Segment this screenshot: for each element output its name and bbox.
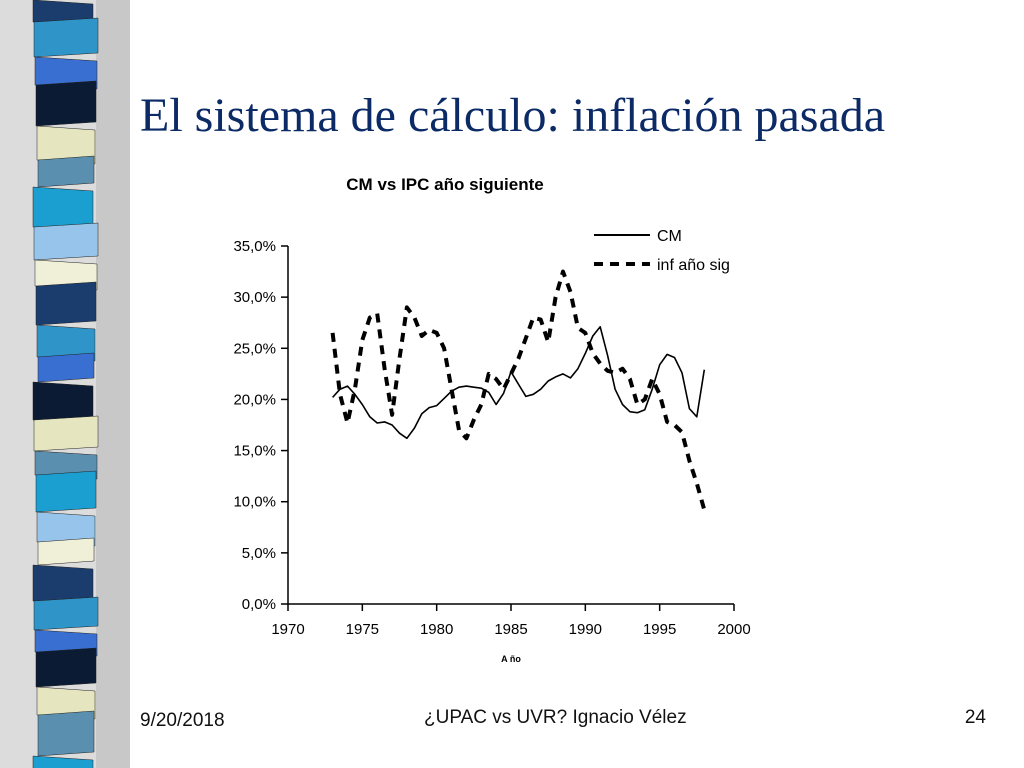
x-tick-label: 1985	[494, 621, 527, 638]
y-tick-label: 0,0%	[242, 596, 276, 613]
legend-label-inf: inf año sig	[657, 257, 730, 274]
band-segment	[37, 710, 95, 757]
band-segment	[33, 415, 99, 452]
series-line-cm	[332, 326, 706, 440]
band-segment	[34, 259, 98, 291]
band-segment	[37, 155, 95, 188]
x-tick-label: 1970	[271, 621, 304, 638]
band-segment	[35, 80, 97, 127]
band-segment	[35, 647, 97, 688]
band-segment	[35, 281, 97, 326]
band-segment	[35, 470, 97, 513]
band-segment	[37, 537, 95, 566]
x-tick-label: 1980	[420, 621, 453, 638]
x-tick-label: 1990	[569, 621, 602, 638]
slide-title: El sistema de cálculo: inflación pasada	[140, 89, 886, 142]
band-segment	[33, 222, 99, 261]
line-chart: CM vs IPC año siguiente 0,0% 5,0% 10,0% 15,…	[233, 175, 751, 664]
y-tick-label: 10,0%	[233, 494, 276, 511]
series-line-inf-ano-sig	[330, 269, 707, 511]
chart-title: CM vs IPC año siguiente	[346, 175, 543, 194]
legend-label-cm: CM	[657, 228, 682, 245]
band-shadow-edge	[96, 0, 130, 768]
x-axis: 1970 1975 1980 1985 1990 1995 2000	[271, 603, 751, 638]
y-tick-label: 25,0%	[233, 340, 276, 357]
band-segment	[34, 56, 98, 90]
band-segment	[36, 324, 96, 362]
x-axis-label: A ño	[501, 654, 521, 664]
footer-presentation-title: ¿UPAC vs UVR? Ignacio Vélez	[424, 707, 687, 728]
x-tick-label: 1995	[643, 621, 676, 638]
y-tick-label: 20,0%	[233, 391, 276, 408]
footer-date: 9/20/2018	[140, 710, 225, 731]
chart-legend: CM inf año sig	[594, 228, 730, 274]
band-segment	[36, 511, 96, 547]
band-segment	[36, 686, 96, 720]
slide-page-number: 24	[964, 707, 986, 728]
decorative-side-band	[0, 0, 130, 768]
band-segment	[36, 125, 96, 165]
y-tick-label: 15,0%	[233, 443, 276, 460]
band-segment	[37, 352, 95, 383]
band-segment	[33, 17, 99, 58]
x-tick-label: 2000	[717, 621, 750, 638]
plot-area	[330, 269, 707, 511]
band-segment	[33, 596, 99, 631]
x-tick-label: 1975	[346, 621, 379, 638]
y-axis: 0,0% 5,0% 10,0% 15,0% 20,0% 25,0% 30,0% 35,0%	[233, 238, 289, 613]
y-tick-label: 35,0%	[233, 238, 276, 255]
y-tick-label: 5,0%	[242, 545, 276, 562]
y-tick-label: 30,0%	[233, 289, 276, 306]
band-segment	[32, 755, 94, 768]
